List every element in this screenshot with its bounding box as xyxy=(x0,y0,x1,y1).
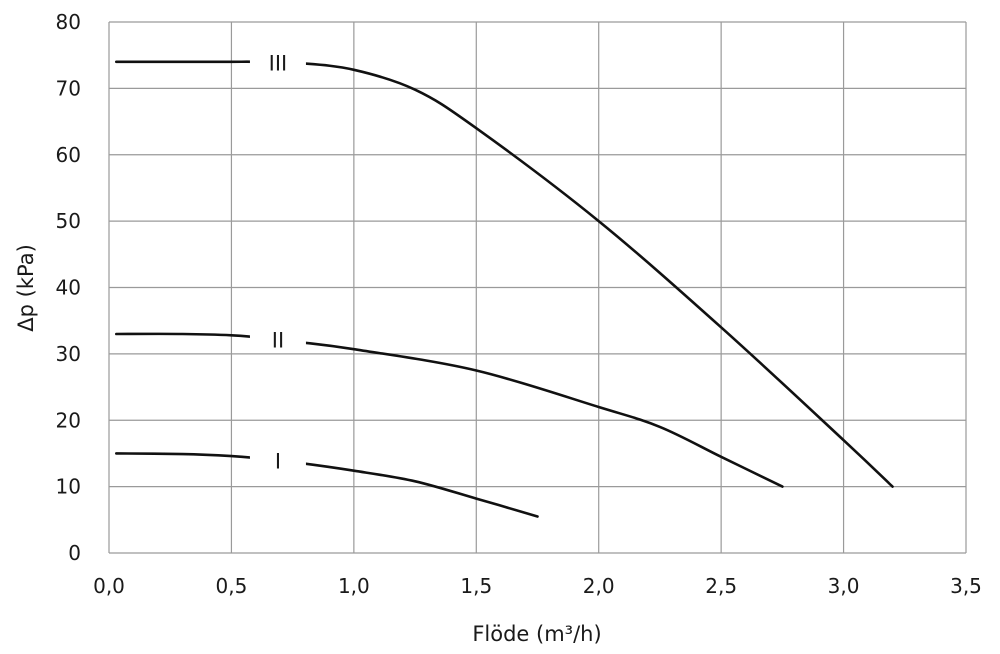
x-tick-label: 3,5 xyxy=(950,574,982,598)
series-label-I: I xyxy=(275,450,281,474)
x-axis-ticks: 0,0 0,5 1,0 1,5 2,0 2,5 3,0 3,5 xyxy=(93,574,982,598)
series-lines xyxy=(115,60,894,518)
y-tick-label: 60 xyxy=(56,143,81,167)
series-line-III xyxy=(115,60,894,488)
y-tick-label: 70 xyxy=(56,76,81,100)
x-axis-title: Flöde (m³/h) xyxy=(472,622,601,646)
y-tick-label: 20 xyxy=(56,408,81,432)
series-line-II xyxy=(115,332,784,488)
y-tick-label: 30 xyxy=(56,342,81,366)
x-tick-label: 0,5 xyxy=(216,574,248,598)
series-label-III: III xyxy=(269,51,288,75)
y-axis-ticks: 0 10 20 30 40 50 60 70 80 xyxy=(56,10,81,565)
x-tick-label: 2,0 xyxy=(583,574,615,598)
y-axis-title: Δp (kPa) xyxy=(14,244,38,332)
series-line-I xyxy=(115,452,539,518)
y-tick-label: 80 xyxy=(56,10,81,34)
y-tick-label: 50 xyxy=(56,209,81,233)
grid xyxy=(108,21,967,554)
y-tick-label: 0 xyxy=(68,541,81,565)
y-tick-label: 40 xyxy=(56,276,81,300)
y-tick-label: 10 xyxy=(56,475,81,499)
x-tick-label: 1,5 xyxy=(460,574,492,598)
series-label-II: II xyxy=(272,329,284,353)
x-tick-label: 0,0 xyxy=(93,574,125,598)
x-tick-label: 1,0 xyxy=(338,574,370,598)
x-tick-label: 2,5 xyxy=(705,574,737,598)
x-tick-label: 3,0 xyxy=(828,574,860,598)
